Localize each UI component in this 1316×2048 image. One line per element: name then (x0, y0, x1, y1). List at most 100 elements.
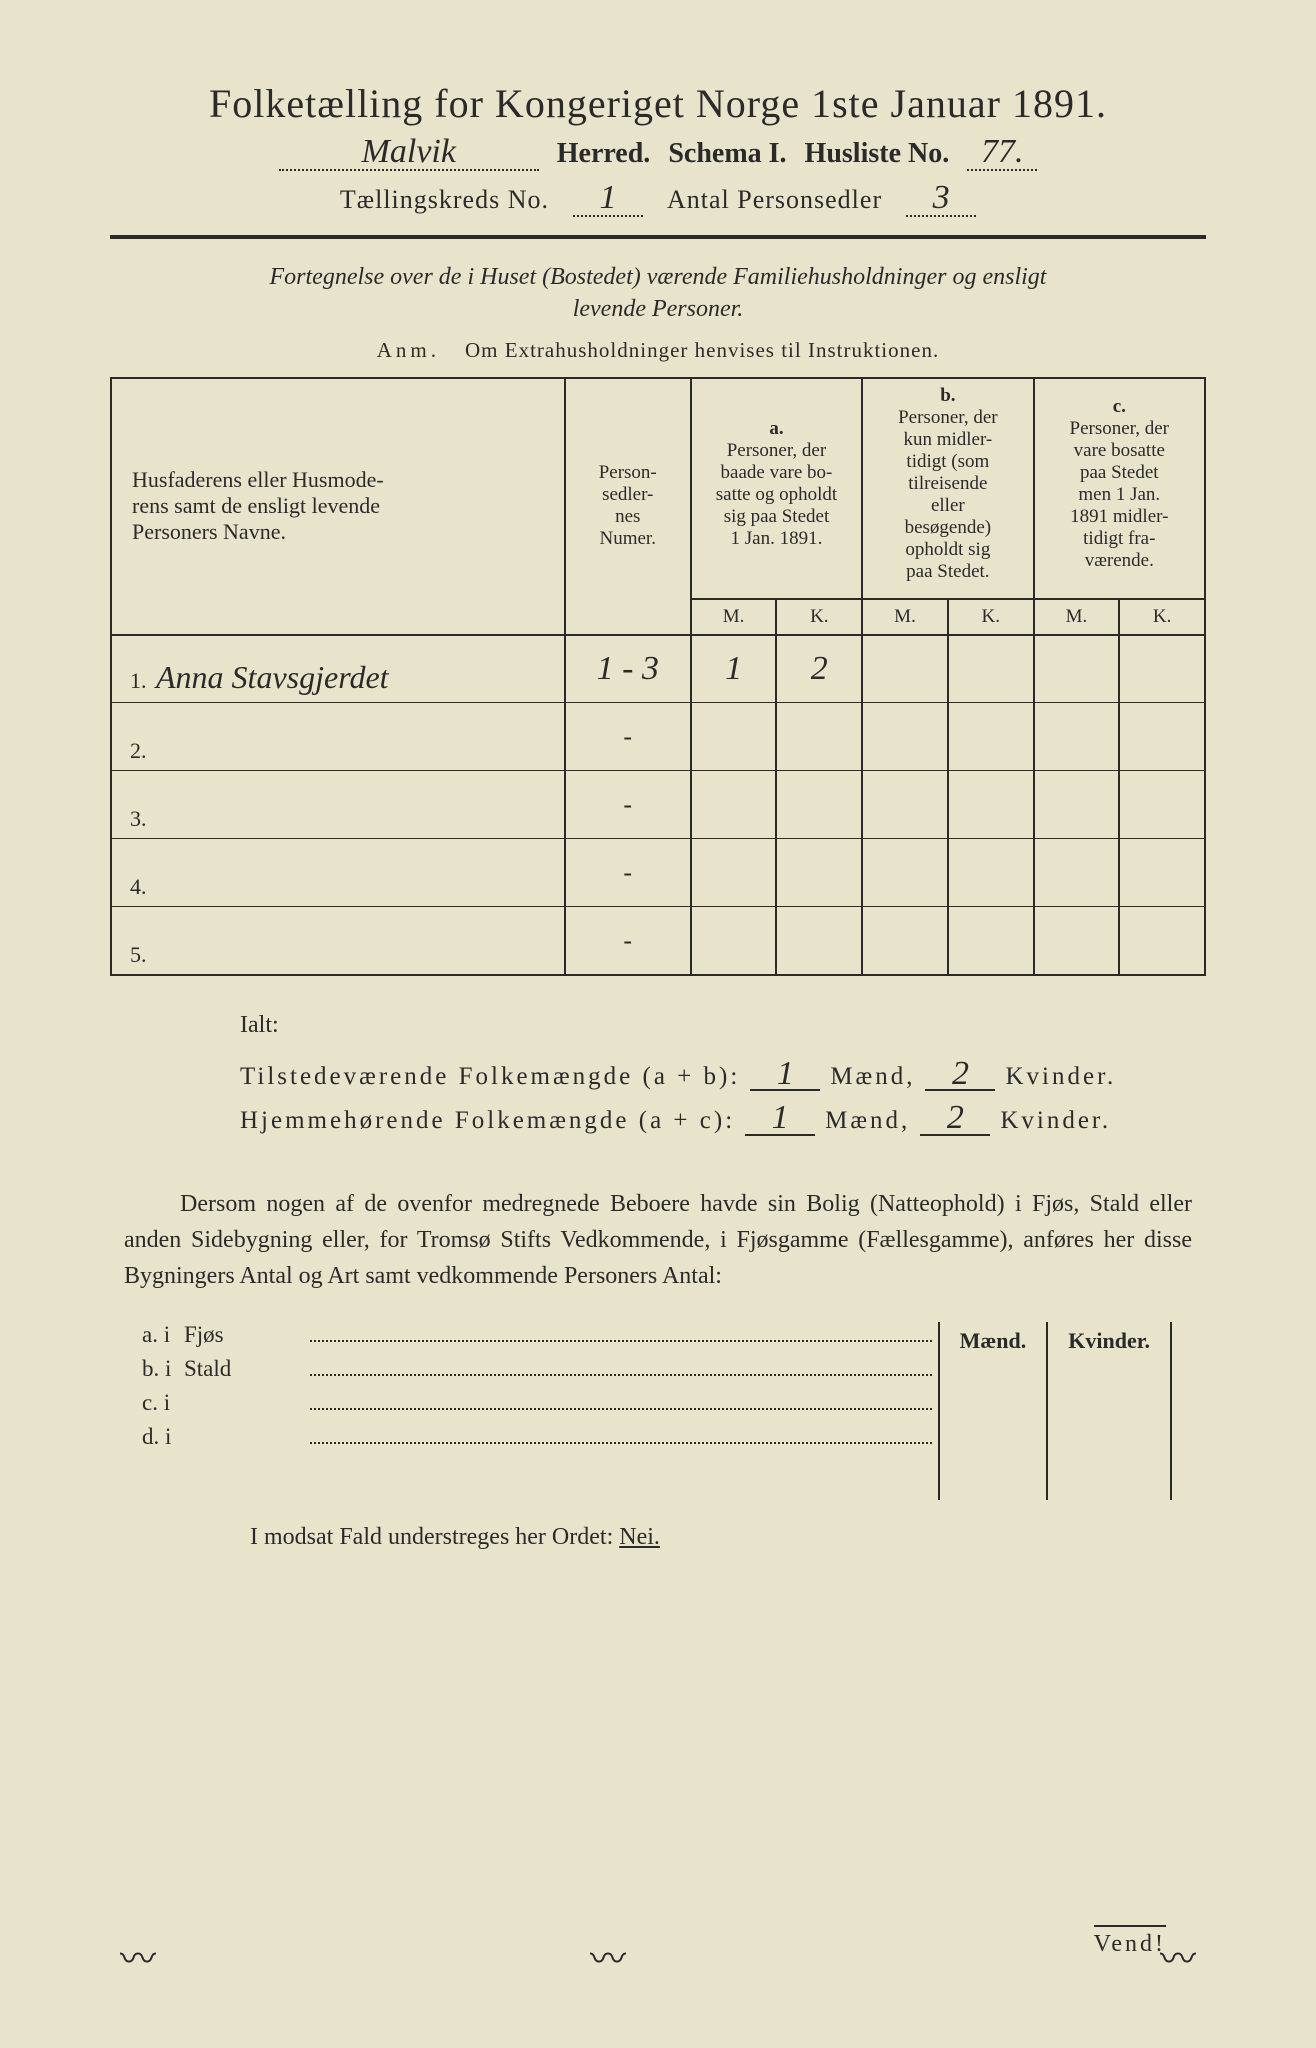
th-a-k: K. (776, 599, 862, 635)
row-bK (948, 839, 1034, 907)
ialt-r2-m: 1 (745, 1103, 815, 1136)
th-c-2: vare bosatte (1074, 440, 1165, 461)
antal-label: Antal Personsedler (667, 185, 882, 215)
row-aK (776, 771, 862, 839)
nej-word: Nei. (619, 1524, 660, 1550)
th-a: a. Personer, der baade vare bo- satte og… (691, 378, 862, 589)
table-row: 4. - (111, 839, 1205, 907)
list-lead: d. i (124, 1424, 184, 1450)
row-cM (1034, 635, 1120, 703)
title-prefix: Folketælling for Kongeriget Norge 1ste J… (209, 81, 1001, 126)
row-num: - (565, 771, 691, 839)
th-b-8: paa Stedet. (906, 561, 989, 582)
list-lead: c. i (124, 1390, 184, 1416)
row-cM (1034, 771, 1120, 839)
ialt-r1-m: 1 (750, 1059, 820, 1092)
row-bM (862, 907, 948, 975)
row-cK (1119, 703, 1205, 771)
list-dots (310, 1326, 932, 1342)
row-label: 2. (111, 703, 565, 771)
th-name: Husfaderens eller Husmode- rens samt de … (111, 378, 565, 635)
anm-line: Anm. Om Extrahusholdninger henvises til … (110, 338, 1206, 363)
row-aM (691, 907, 777, 975)
list-item: a. i Fjøs (124, 1322, 938, 1348)
th-b-1: Personer, der (898, 407, 997, 428)
th-c-4: men 1 Jan. (1078, 484, 1160, 505)
th-c-3: paa Stedet (1080, 462, 1159, 483)
list-dots (310, 1394, 932, 1410)
row-label: 1. Anna Stavsgjerdet (111, 635, 565, 703)
kreds-label: Tællingskreds No. (340, 185, 549, 215)
row-n: 1. (130, 668, 147, 693)
divider-1 (110, 235, 1206, 239)
row-label: 3. (111, 771, 565, 839)
header-line-2: Malvik Herred. Schema I. Husliste No. 77… (110, 135, 1206, 171)
th-a-spacer (691, 589, 862, 599)
row-aK: 2 (776, 635, 862, 703)
th-a-2: baade vare bo- (721, 462, 833, 483)
row-bM (862, 839, 948, 907)
kvinder-label: Kvinder. (1005, 1063, 1116, 1091)
totals-block: Ialt: Tilstedeværende Folkemængde (a + b… (110, 1012, 1206, 1136)
list-item: b. i Stald (124, 1356, 938, 1382)
mk-table: Mænd. Kvinder. (938, 1322, 1172, 1500)
flourish-icon: 〰 (1160, 1930, 1196, 1982)
th-b-5: eller (931, 495, 965, 516)
th-b: b. Personer, der kun midler- tidigt (som… (862, 378, 1033, 589)
row-num: 1 - 3 (565, 635, 691, 703)
th-num-1: Person- (599, 462, 657, 483)
th-num: Person- sedler- nes Numer. (565, 378, 691, 635)
mk-maend: Mænd. (939, 1322, 1048, 1360)
ialt-title: Ialt: (240, 1012, 1206, 1039)
subtitle-l1: Fortegnelse over de i Huset (Bostedet) v… (270, 264, 1047, 290)
list-dots (310, 1360, 932, 1376)
row-aM (691, 839, 777, 907)
nej-line: I modsat Fald understreges her Ordet: Ne… (250, 1524, 1206, 1551)
paragraph: Dersom nogen af de ovenfor medregnede Be… (124, 1186, 1192, 1294)
ialt-r2-k: 2 (920, 1103, 990, 1136)
list-item: c. i (124, 1390, 938, 1416)
mk-cell-k (1047, 1360, 1171, 1500)
herred-label: Herred. (557, 138, 651, 170)
flourish-icon: 〰 (120, 1930, 156, 1982)
antal-value: 3 (906, 181, 976, 217)
th-a-1: Personer, der (727, 440, 826, 461)
row-cK (1119, 635, 1205, 703)
row-bK (948, 635, 1034, 703)
th-c-k: K. (1119, 599, 1205, 635)
vend-label: Vend! (1094, 1925, 1166, 1958)
mk-kvinder: Kvinder. (1047, 1322, 1171, 1360)
list-word: Fjøs (184, 1322, 304, 1348)
table-row: 1. Anna Stavsgjerdet 1 - 3 1 2 (111, 635, 1205, 703)
maend-label: Mænd, (825, 1107, 910, 1135)
row-cK (1119, 907, 1205, 975)
th-b-k: K. (948, 599, 1034, 635)
row-cK (1119, 839, 1205, 907)
th-a-3: satte og opholdt (716, 484, 837, 505)
ialt-row-2: Hjemmehørende Folkemængde (a + c): 1 Mæn… (240, 1103, 1206, 1136)
list-block: a. i Fjøs b. i Stald c. i d. i Mænd. Kvi… (124, 1322, 1192, 1500)
row-cM (1034, 703, 1120, 771)
th-b-4: tilreisende (908, 473, 987, 494)
th-c-6: tidigt fra- (1083, 528, 1155, 549)
row-aK (776, 703, 862, 771)
th-c-5: 1891 midler- (1070, 506, 1168, 527)
th-a-4: sig paa Stedet (724, 506, 830, 527)
husliste-value: 77. (967, 135, 1037, 171)
row-bK (948, 771, 1034, 839)
row-bK (948, 907, 1034, 975)
list-lead: a. i (124, 1322, 184, 1348)
ialt-row-1: Tilstedeværende Folkemængde (a + b): 1 M… (240, 1059, 1206, 1092)
th-c-m: M. (1034, 599, 1120, 635)
row-aK (776, 839, 862, 907)
anm-label: Anm. (377, 338, 440, 362)
th-b-letter: b. (940, 385, 955, 406)
kvinder-label: Kvinder. (1000, 1107, 1111, 1135)
census-table: Husfaderens eller Husmode- rens samt de … (110, 377, 1206, 976)
th-num-3: nes (615, 506, 640, 527)
husliste-label: Husliste No. (805, 138, 950, 170)
row-aM (691, 771, 777, 839)
th-b-2: kun midler- (903, 429, 992, 450)
row-name: Anna Stavsgjerdet (152, 659, 389, 695)
row-num: - (565, 907, 691, 975)
